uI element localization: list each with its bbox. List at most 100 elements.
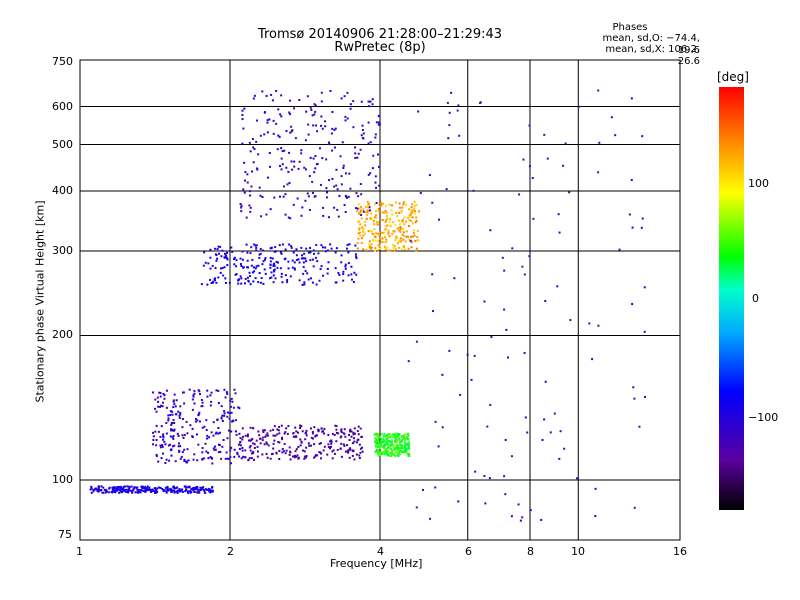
scatter-point bbox=[316, 162, 319, 165]
scatter-point bbox=[266, 432, 269, 435]
scatter-point bbox=[259, 134, 262, 137]
scatter-point bbox=[364, 211, 367, 214]
scatter-point bbox=[238, 407, 241, 410]
scatter-point bbox=[262, 260, 265, 263]
scatter-point bbox=[272, 281, 275, 284]
scatter-point bbox=[360, 217, 363, 220]
scatter-point bbox=[385, 214, 388, 217]
scatter-point bbox=[339, 155, 342, 158]
scatter-point bbox=[374, 136, 377, 139]
scatter-point bbox=[408, 219, 411, 222]
scatter-point bbox=[349, 447, 352, 450]
scatter-point bbox=[334, 127, 337, 130]
scatter-point bbox=[559, 430, 562, 433]
scatter-point bbox=[313, 252, 316, 255]
scatter-point bbox=[102, 491, 105, 494]
scatter-point bbox=[239, 444, 242, 447]
scatter-point bbox=[264, 272, 267, 275]
scatter-point bbox=[346, 444, 349, 447]
scatter-point bbox=[388, 203, 391, 206]
scatter-point bbox=[272, 119, 275, 122]
scatter-point bbox=[253, 94, 256, 97]
scatter-point bbox=[323, 432, 326, 435]
scatter-point bbox=[169, 414, 172, 417]
scatter-point bbox=[352, 431, 355, 434]
scatter-point bbox=[170, 423, 173, 426]
scatter-point bbox=[316, 454, 319, 457]
scatter-point bbox=[226, 437, 229, 440]
scatter-point bbox=[591, 358, 594, 361]
scatter-point bbox=[183, 458, 186, 461]
scatter-point bbox=[397, 450, 400, 453]
scatter-point bbox=[279, 164, 282, 167]
scatter-point bbox=[98, 485, 101, 488]
scatter-point bbox=[185, 420, 188, 423]
scatter-point bbox=[398, 202, 401, 205]
scatter-point bbox=[302, 266, 305, 269]
scatter-point bbox=[403, 216, 406, 219]
scatter-point bbox=[324, 246, 327, 249]
scatter-point bbox=[414, 239, 417, 242]
scatter-point bbox=[247, 279, 250, 282]
scatter-point bbox=[410, 211, 413, 214]
scatter-point bbox=[404, 443, 407, 446]
scatter-point bbox=[397, 454, 400, 457]
scatter-point bbox=[281, 163, 284, 166]
scatter-point bbox=[293, 268, 296, 271]
scatter-point bbox=[310, 436, 313, 439]
scatter-point bbox=[380, 438, 383, 441]
scatter-point bbox=[246, 433, 249, 436]
scatter-point bbox=[314, 104, 317, 107]
scatter-point bbox=[311, 114, 314, 117]
scatter-point bbox=[401, 435, 404, 438]
scatter-point bbox=[214, 267, 217, 270]
scatter-point bbox=[354, 244, 357, 247]
scatter-point bbox=[336, 208, 339, 211]
scatter-point bbox=[186, 448, 189, 451]
scatter-point bbox=[221, 445, 224, 448]
scatter-point bbox=[170, 489, 173, 492]
scatter-point bbox=[490, 336, 493, 339]
scatter-point bbox=[315, 244, 318, 247]
scatter-point bbox=[394, 239, 397, 242]
scatter-point bbox=[355, 192, 358, 195]
scatter-point bbox=[315, 124, 318, 127]
scatter-point bbox=[209, 491, 212, 494]
scatter-point bbox=[389, 447, 392, 450]
scatter-point bbox=[97, 490, 100, 493]
scatter-point bbox=[217, 402, 220, 405]
scatter-point bbox=[169, 443, 172, 446]
scatter-point bbox=[278, 425, 281, 428]
scatter-point bbox=[220, 405, 223, 408]
scatter-point bbox=[269, 277, 272, 280]
scatter-point bbox=[383, 439, 386, 442]
scatter-point bbox=[279, 113, 282, 116]
scatter-point bbox=[594, 487, 597, 490]
scatter-point bbox=[417, 210, 420, 213]
scatter-point bbox=[197, 413, 200, 416]
scatter-point bbox=[161, 487, 164, 490]
scatter-point bbox=[260, 215, 263, 218]
scatter-point bbox=[252, 97, 255, 100]
scatter-point bbox=[217, 245, 220, 248]
scatter-point bbox=[388, 235, 391, 238]
scatter-point bbox=[401, 439, 404, 442]
scatter-point bbox=[173, 429, 176, 432]
scatter-point bbox=[113, 487, 116, 490]
scatter-point bbox=[274, 246, 277, 249]
scatter-point bbox=[275, 260, 278, 263]
scatter-point bbox=[429, 517, 432, 520]
scatter-point bbox=[131, 490, 134, 493]
scatter-point bbox=[387, 229, 390, 232]
scatter-point bbox=[360, 134, 363, 137]
scatter-point bbox=[240, 206, 243, 209]
scatter-point bbox=[179, 489, 182, 492]
scatter-point bbox=[391, 436, 394, 439]
scatter-point bbox=[160, 404, 163, 407]
scatter-point bbox=[187, 490, 190, 493]
scatter-point bbox=[434, 486, 437, 489]
scatter-point bbox=[518, 193, 521, 196]
scatter-point bbox=[488, 477, 491, 480]
scatter-point bbox=[405, 235, 408, 238]
scatter-point bbox=[248, 457, 251, 460]
